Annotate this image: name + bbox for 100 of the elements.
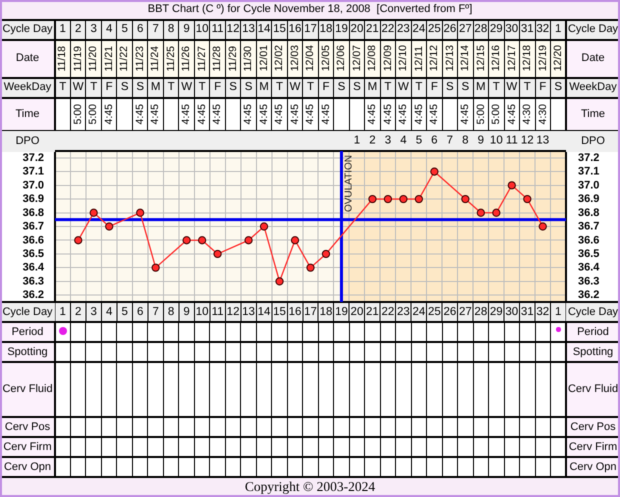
text: T [59,80,66,93]
x-tick-label: 23 [397,22,410,36]
x2-tick-label: 2 [369,134,376,146]
x-tick-label: 2 [75,22,82,36]
point [368,194,377,204]
text: 5:00 [72,104,84,124]
x-tick-label: 1 [60,22,66,36]
text: M [259,80,269,93]
y-tick-label: 37.2 [22,152,44,164]
text: T [168,80,175,93]
text: S [338,80,346,93]
x-tick-label: 10 [196,22,208,36]
text: 4:45 [134,104,146,124]
x-tick-label: 16 [288,306,302,318]
x-tick-label: 3 [90,22,97,36]
point [384,194,392,204]
point [182,236,191,244]
y-tick-label: Date [581,52,605,64]
x2-tick-label: 5 [416,134,422,146]
point [244,236,253,244]
text: 11/26 [180,46,192,72]
text: 12/19 [536,45,548,72]
x-tick-label: 14 [258,306,270,318]
x-tick-label: 25 [428,22,441,36]
point [105,222,114,231]
point [538,222,547,231]
x2-tick-label: 7 [446,134,454,146]
text: 11/22 [118,46,130,72]
x-tick-label: 9 [183,306,190,318]
y-tick-label: 36.5 [22,248,44,260]
text: S [136,80,144,93]
text: W [181,80,192,93]
text: 4:45 [273,104,286,124]
x-tick-label: 27 [458,306,472,318]
x-tick-label: 18 [320,306,332,318]
text: S [462,80,470,93]
x-tick-label: 12 [226,306,240,318]
text: S [554,80,562,93]
x-tick-label: 24 [412,306,426,318]
text: T [524,80,531,93]
x-tick-label: 17 [304,22,317,36]
point [152,264,160,272]
x2-tick-label: 4 [400,134,408,146]
x-tick-label: 4 [106,306,112,318]
x-tick-label: 15 [273,22,286,36]
text: 11/19 [72,46,84,72]
x-tick-label: 2 [75,306,82,318]
point [306,264,315,272]
x-tick-label: 28 [474,22,488,36]
x-tick-label: 9 [183,22,190,36]
x-tick-label: 4 [106,22,112,36]
x-tick-label: 5 [121,22,128,36]
x-tick-label: 32 [536,22,550,36]
text: 4:45 [397,104,410,124]
text: 12/05 [320,45,332,72]
text: W [398,80,409,93]
x-tick-label: 31 [520,306,534,318]
x-tick-label: 7 [152,22,159,36]
text: Copyright © 2003-2024 [244,479,376,494]
x-tick-label: 26 [443,22,456,36]
text: 4:45 [288,104,301,124]
chart-title: BBT Chart (C º) for Cycle November 18, 2008 [Converted from Fº] [148,3,472,16]
x-tick-label: 24 [412,22,426,36]
x-tick-label: 3 [90,306,97,318]
text: 5:00 [87,104,100,124]
text: 12/18 [521,45,534,72]
y-tick-label: Cerv Opn [569,460,617,472]
x-tick-label: 20 [350,306,364,318]
point [260,222,268,231]
text: 4:45 [428,104,440,124]
text: 12/04 [304,45,316,72]
x-tick-label: 20 [350,22,364,36]
text: W [290,80,300,93]
y-tick-label: 36.3 [22,275,44,288]
text: 12/10 [397,45,410,72]
x2-tick-label: 3 [384,134,392,146]
x-tick-label: 22 [382,306,394,318]
point [476,208,485,217]
x-tick-label: 31 [520,22,534,36]
text: 4:45 [506,104,518,124]
text: T [306,80,314,93]
x-tick-label: 6 [136,306,144,318]
x-tick-label: 30 [505,306,518,318]
text: S [446,80,454,93]
text: 5:00 [474,104,487,124]
x-tick-label: 1 [555,22,562,36]
point [461,194,470,204]
text: F [539,80,546,93]
text: M [476,80,486,93]
x-tick-label: 21 [366,22,379,36]
text: 4:45 [149,104,162,124]
text: T [276,80,284,93]
x-tick-label: 18 [320,22,332,36]
text: 5:00 [490,104,502,124]
text: 12/09 [382,45,394,72]
point [430,167,438,176]
text: 4:45 [366,104,378,124]
text: W [506,80,518,93]
x2-tick-label: 8 [462,134,469,146]
x-tick-label: 11 [212,22,224,36]
